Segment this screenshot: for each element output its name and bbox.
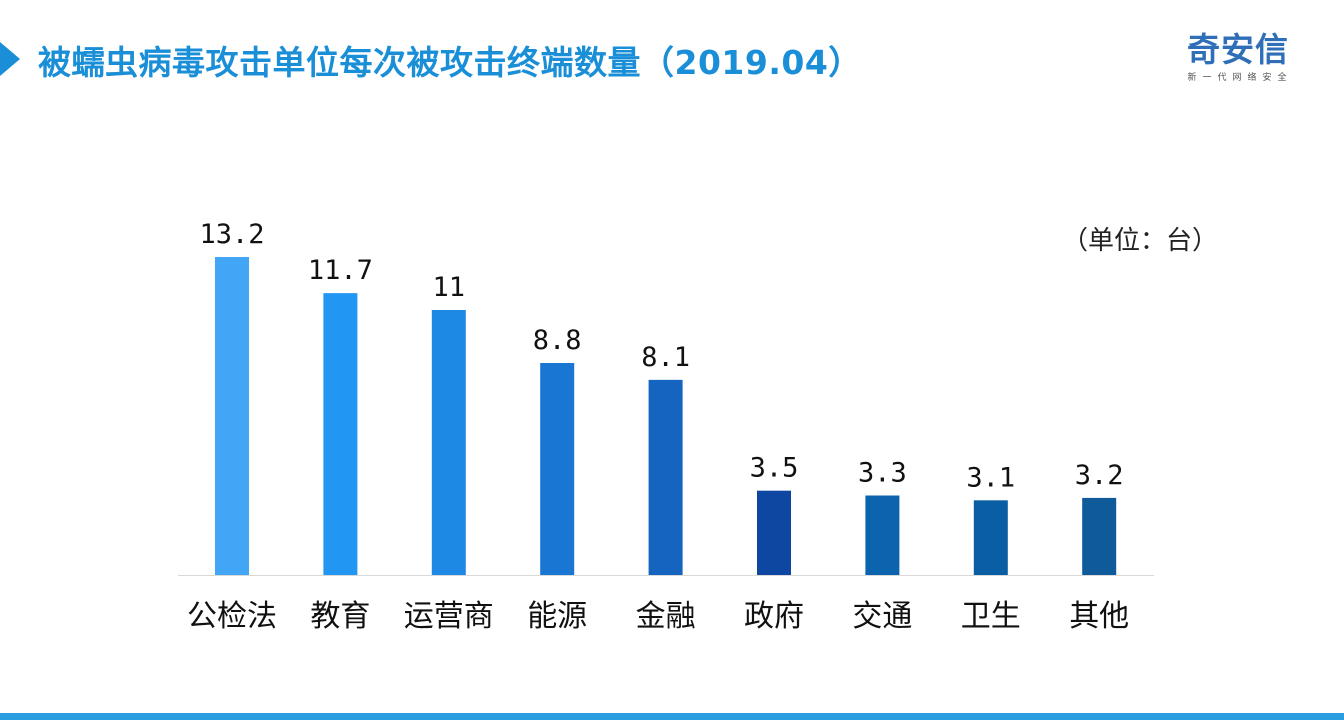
category-label-5: 政府: [744, 599, 804, 634]
brand-logo: 奇安信 新一代网络安全: [1172, 30, 1304, 83]
bar-value-label-7: 3.1: [966, 462, 1015, 493]
bar-0: [215, 257, 249, 575]
bar-7: [973, 500, 1008, 575]
bar-value-label-8: 3.2: [1075, 460, 1124, 491]
category-label-2: 运营商: [404, 599, 494, 634]
category-label-8: 其他: [1069, 599, 1129, 634]
category-label-1: 教育: [310, 599, 370, 634]
bar-value-label-5: 3.5: [750, 453, 799, 484]
bar-8: [1082, 497, 1117, 575]
bar-value-label-2: 11: [433, 272, 466, 303]
category-label-4: 金融: [636, 599, 696, 634]
category-label-3: 能源: [527, 599, 587, 634]
bar-value-label-4: 8.1: [641, 342, 690, 373]
bar-value-label-1: 11.7: [308, 255, 373, 286]
bottom-stripe: [0, 713, 1344, 720]
bar-1: [323, 293, 358, 575]
page-title: 被蠕虫病毒攻击单位每次被攻击终端数量（2019.04）: [38, 43, 862, 82]
bar-2: [431, 310, 466, 575]
unit-label: （单位：台）: [1062, 226, 1219, 256]
category-label-0: 公检法: [187, 599, 277, 634]
bar-value-label-3: 8.8: [533, 325, 582, 356]
bar-value-label-0: 13.2: [199, 219, 264, 250]
logo-name: 奇安信: [1187, 30, 1289, 69]
category-label-7: 卫生: [961, 599, 1021, 634]
title-arrow-icon: [0, 42, 20, 76]
bar-6: [865, 495, 900, 575]
category-label-6: 交通: [852, 599, 912, 634]
bar-value-label-6: 3.3: [858, 458, 907, 489]
logo-tagline: 新一代网络安全: [1187, 73, 1293, 83]
bar-4: [648, 379, 683, 575]
bar-3: [540, 363, 575, 575]
bar-5: [757, 490, 791, 575]
